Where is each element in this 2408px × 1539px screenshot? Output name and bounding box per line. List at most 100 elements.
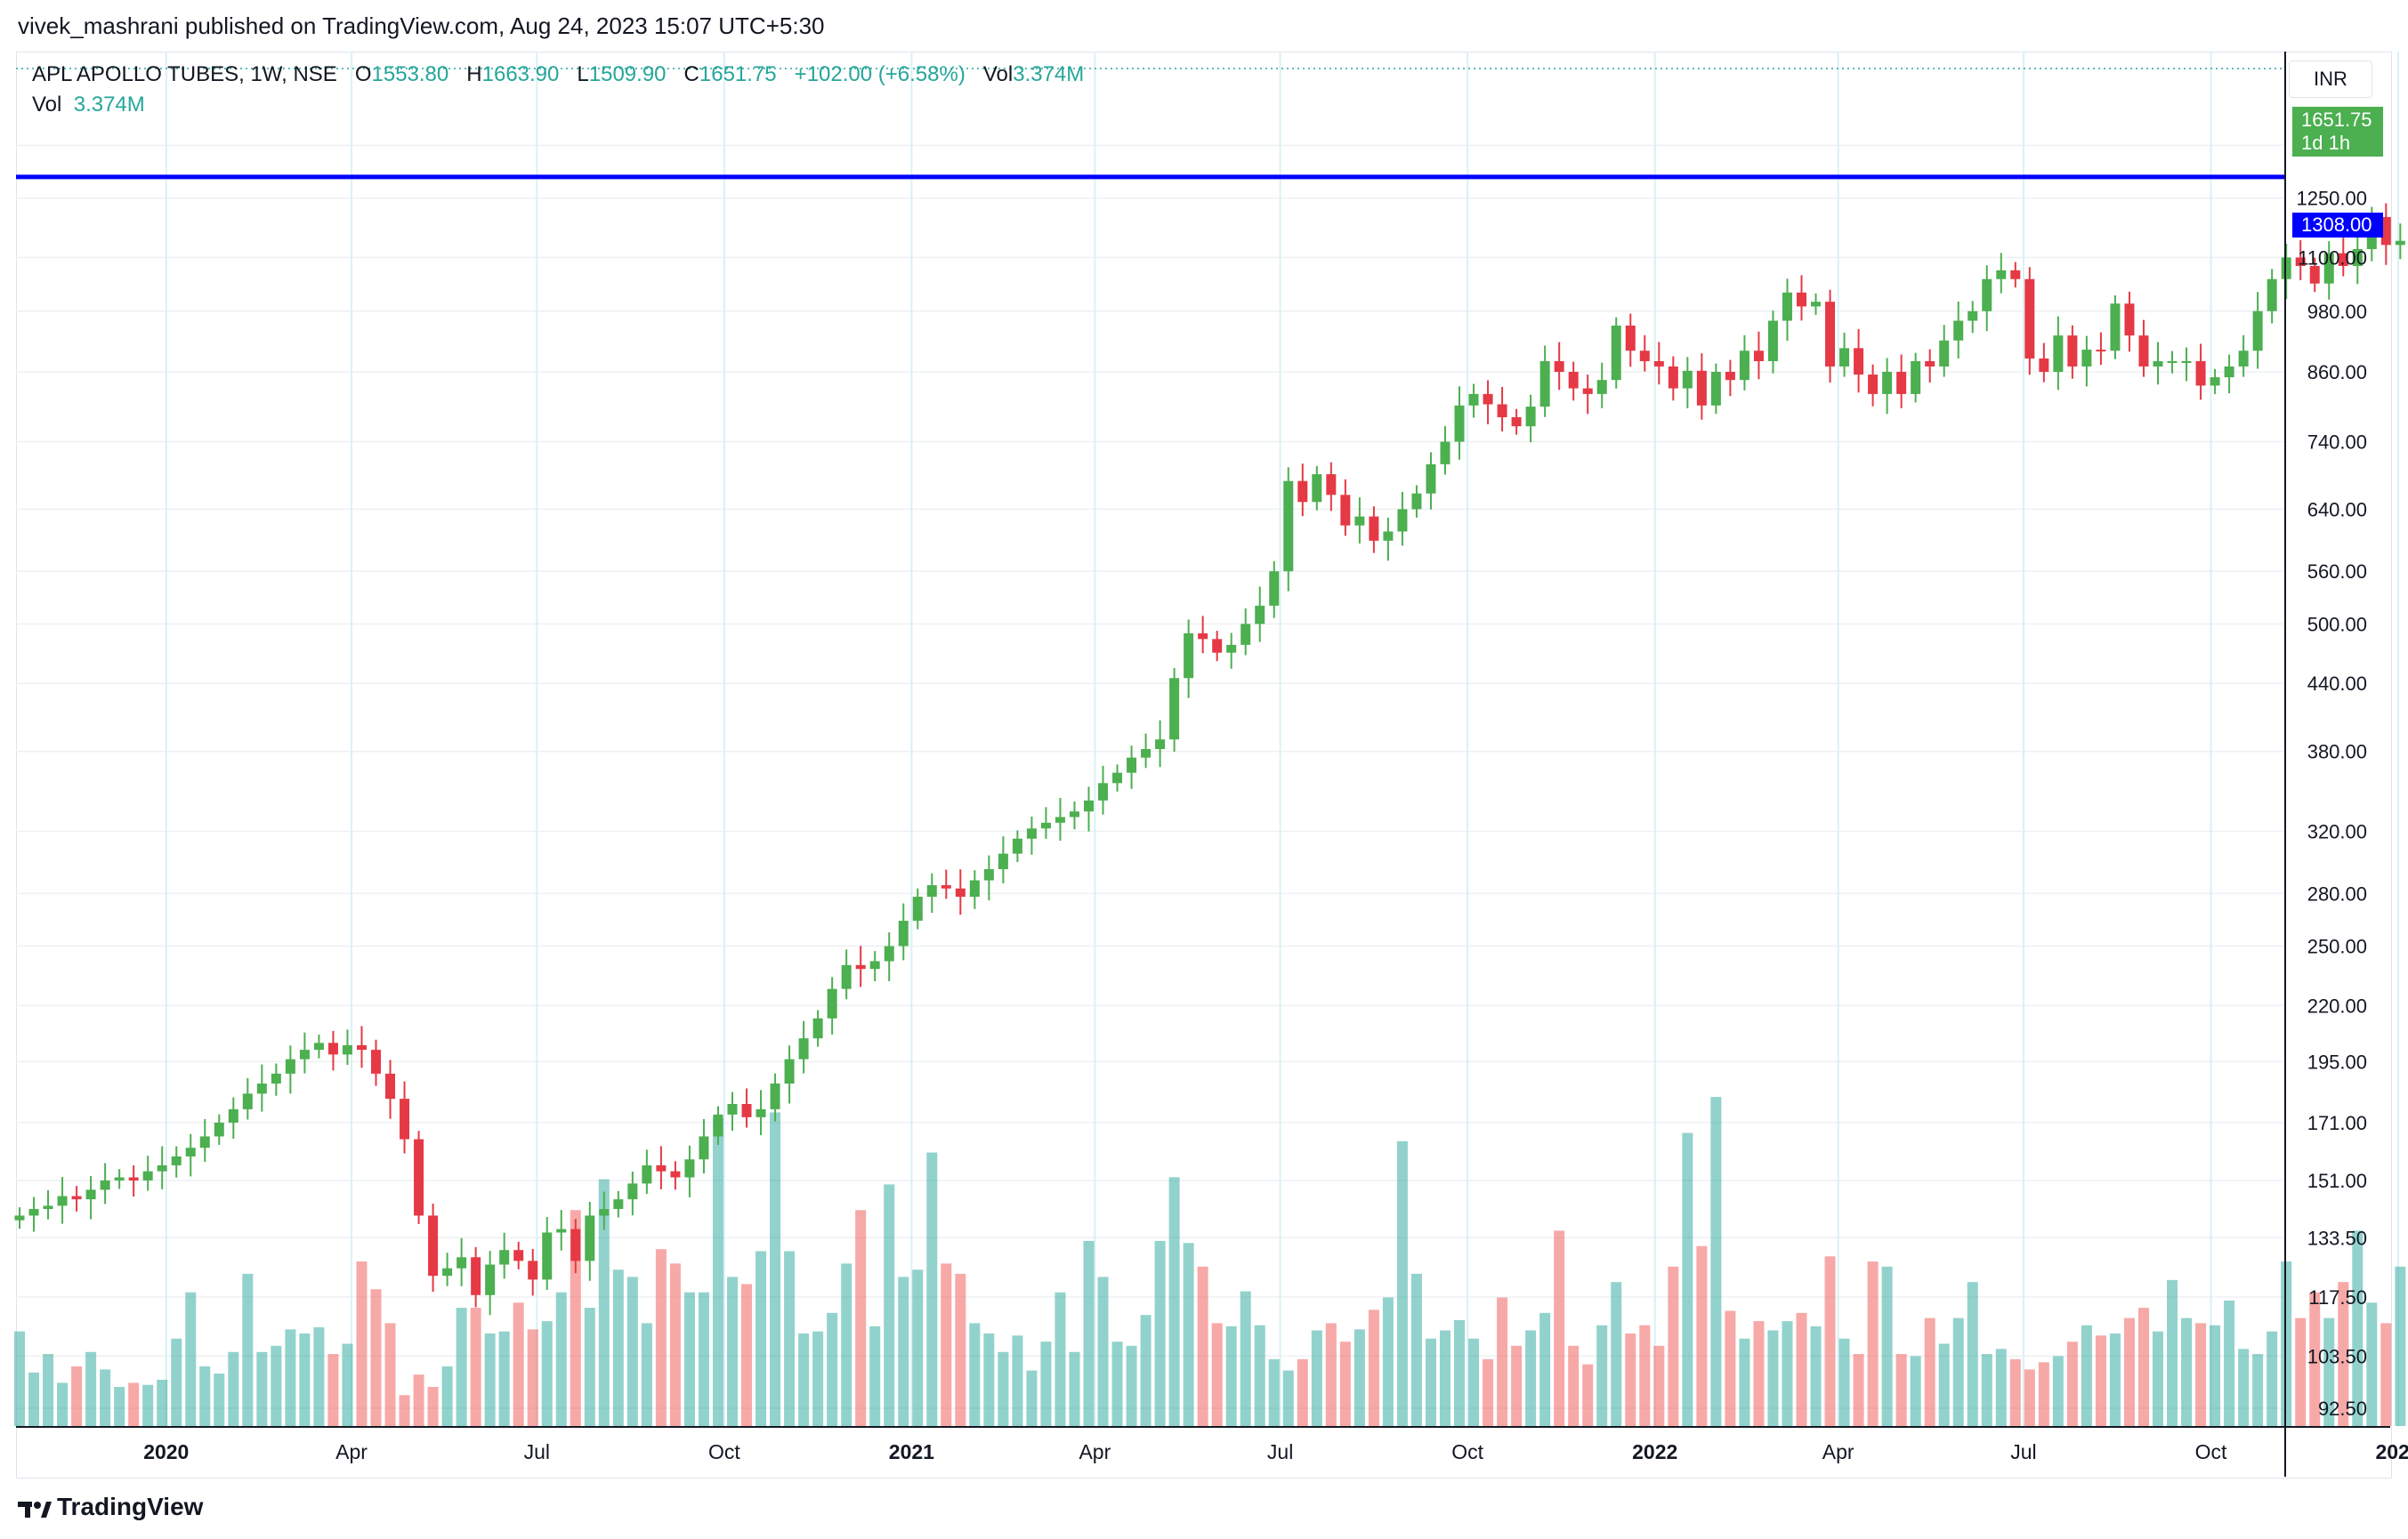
- candle-body: [969, 880, 980, 898]
- volume-bar: [399, 1395, 410, 1426]
- candle-body: [542, 1232, 553, 1280]
- volume-bar: [2366, 1302, 2378, 1426]
- candle-body: [1725, 372, 1735, 381]
- volume-bar: [1410, 1273, 1422, 1426]
- candle-body: [2252, 310, 2263, 351]
- candle-body: [1055, 817, 1065, 823]
- candle-body: [1255, 605, 1265, 624]
- candle-body: [1112, 772, 1123, 784]
- volume-study-value: 3.374M: [73, 93, 145, 117]
- x-tick-label: Jul: [524, 1440, 550, 1463]
- volume-bar: [1725, 1310, 1736, 1426]
- volume-bar: [941, 1263, 952, 1426]
- candle-body: [1625, 326, 1636, 351]
- candle-body: [1497, 404, 1507, 418]
- chart-pane[interactable]: [16, 52, 2392, 1479]
- candle-body: [1354, 516, 1365, 526]
- volume-bar: [484, 1333, 496, 1426]
- x-tick-label: Oct: [708, 1440, 740, 1463]
- y-tick-label: 640.00: [2307, 498, 2367, 520]
- legend-symbol[interactable]: APL APOLLO TUBES, 1W, NSE: [32, 62, 337, 86]
- currency-button[interactable]: INR: [2289, 60, 2372, 98]
- volume-study-label[interactable]: Vol: [32, 93, 62, 117]
- grid-lines: [16, 52, 2400, 1427]
- y-tick-label: 1100.00: [2298, 246, 2367, 269]
- candle-body: [1127, 757, 1137, 773]
- candle-body: [2096, 350, 2106, 352]
- volume-bar: [1126, 1345, 1137, 1426]
- volume-bar: [71, 1366, 83, 1426]
- volume-bar: [100, 1369, 111, 1426]
- volume-bar: [598, 1179, 610, 1426]
- x-tick-label: Jul: [1267, 1440, 1293, 1463]
- volume-bar: [555, 1292, 567, 1426]
- legend-ohlc: APL APOLLO TUBES, 1W, NSE O1553.80 H1663…: [32, 62, 1084, 87]
- candle-body: [100, 1180, 110, 1190]
- candle-body: [43, 1205, 53, 1210]
- candle-body: [1596, 380, 1607, 394]
- volume-bar: [812, 1331, 824, 1426]
- candle-body: [2238, 351, 2249, 367]
- candle-body: [869, 961, 880, 970]
- volume-bar: [1753, 1321, 1765, 1426]
- volume-bar: [2267, 1331, 2278, 1426]
- legend-close-value: 1651.75: [699, 62, 777, 86]
- volume-bar: [1625, 1333, 1636, 1426]
- volume-bar: [1596, 1325, 1608, 1426]
- candle-body: [1511, 417, 1522, 427]
- candle-body: [214, 1122, 224, 1137]
- candle-body: [784, 1059, 795, 1084]
- volume-bar: [1952, 1317, 1964, 1426]
- volume-bar: [1539, 1312, 1551, 1426]
- y-tick-label: 1250.00: [2296, 188, 2367, 210]
- x-tick-label: 2020: [143, 1440, 189, 1463]
- candle-body: [171, 1156, 182, 1165]
- legend-vol-label: Vol: [982, 62, 1014, 86]
- volume-bars: [14, 1097, 2406, 1426]
- x-tick-label: Apr: [1822, 1440, 1854, 1463]
- volume-bar: [741, 1284, 753, 1426]
- volume-bar: [969, 1323, 981, 1426]
- candle-body: [185, 1148, 196, 1156]
- candle-body: [684, 1159, 695, 1178]
- volume-bar: [1282, 1370, 1294, 1426]
- volume-bar: [1867, 1261, 1879, 1426]
- legend-open-value: 1553.80: [371, 62, 449, 86]
- volume-bar: [142, 1384, 154, 1426]
- volume-bar: [2066, 1342, 2078, 1426]
- volume-bar: [2252, 1354, 2264, 1426]
- candle-body: [313, 1043, 324, 1051]
- candle-body: [2309, 265, 2320, 284]
- candle-body: [1169, 678, 1180, 740]
- candle-body: [1198, 633, 1208, 640]
- volume-bar: [114, 1387, 125, 1426]
- candle-body: [71, 1196, 82, 1200]
- tradingview-logo-icon: [18, 1497, 52, 1518]
- volume-bar: [2380, 1323, 2392, 1426]
- candle-body: [1639, 351, 1650, 361]
- volume-bar: [1297, 1358, 1308, 1426]
- candle-body: [855, 964, 866, 970]
- volume-bar: [912, 1269, 924, 1426]
- volume-bar: [342, 1343, 353, 1426]
- volume-bar: [456, 1308, 467, 1426]
- volume-bar: [2210, 1325, 2221, 1426]
- candle-body: [142, 1171, 153, 1180]
- volume-bar: [470, 1308, 481, 1426]
- tradingview-brand[interactable]: TradingView: [18, 1493, 203, 1521]
- legend-high-value: 1663.90: [481, 62, 560, 86]
- volume-bar: [199, 1366, 211, 1426]
- x-tick-label: Jul: [2010, 1440, 2036, 1463]
- volume-bar: [1554, 1230, 1565, 1426]
- volume-bar: [441, 1366, 453, 1426]
- volume-bar: [85, 1351, 97, 1426]
- volume-bar: [1810, 1325, 1822, 1426]
- legend-low-label: L: [577, 62, 589, 86]
- candle-body: [128, 1177, 139, 1180]
- x-tick-label: 2022: [1632, 1440, 1677, 1463]
- candle-body: [1026, 828, 1037, 839]
- volume-bar: [413, 1374, 424, 1426]
- x-tick-label: Apr: [335, 1440, 368, 1463]
- y-tick-label: 280.00: [2307, 882, 2367, 905]
